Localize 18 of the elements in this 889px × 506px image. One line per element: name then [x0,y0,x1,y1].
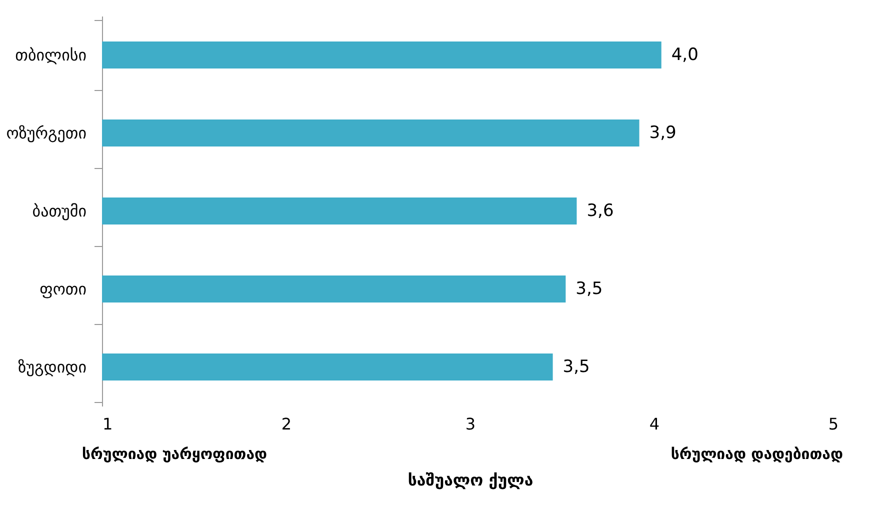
data-label: 3,5 [576,279,603,299]
y-tick-label: თბილისი [15,46,86,64]
y-tick-label: ზუგდიდი [18,358,86,376]
x-axis-title: საშუალო ქულა [408,470,534,490]
data-label: 3,9 [649,123,676,143]
text: სრულიად უარყოფითად [82,445,268,463]
y-tick-label: ბათუმი [32,202,86,220]
text: სრულიად დადებითად [670,445,843,463]
x-tick-label: 2 [281,414,292,434]
y-tick-label: ფოთი [40,280,86,298]
x-tick-label: 3 [465,414,476,434]
data-label: 3,6 [586,201,614,221]
data-label: 4,0 [671,45,698,65]
data-label: 3,5 [562,357,590,377]
x-tick-label: 5 [828,414,838,434]
y-tick-label: ოზურგეთი [6,124,86,142]
x-tick-label: 1 [102,414,113,434]
x-tick-label: 4 [649,414,660,434]
